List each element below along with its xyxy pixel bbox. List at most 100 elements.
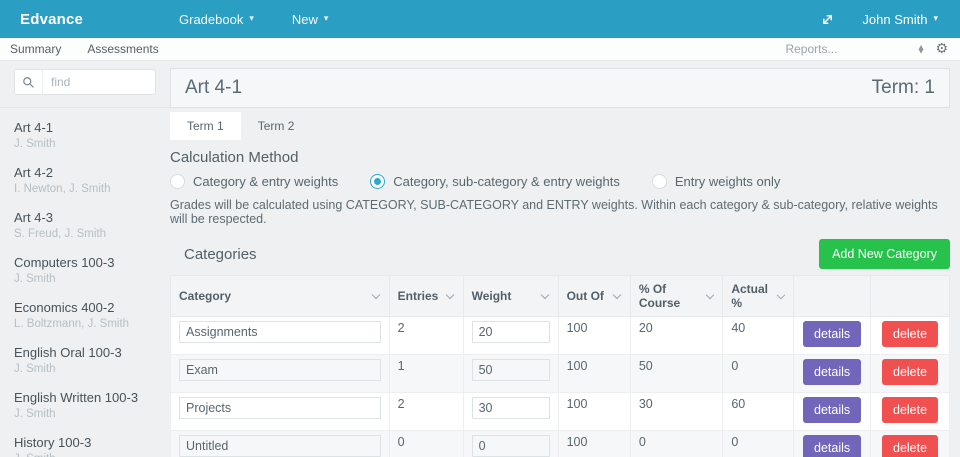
reports-select[interactable]: Reports... ▲ ▼ xyxy=(785,42,923,56)
class-name: English Written 100-3 xyxy=(14,390,139,405)
radio-icon-checked xyxy=(370,174,386,189)
column-header-delete xyxy=(870,275,950,317)
class-list-item[interactable]: Economics 400-2 L. Boltzmann, J. Smith xyxy=(14,300,156,332)
radio-category-subcategory-entry-weights[interactable]: Category, sub-category & entry weights xyxy=(370,174,620,189)
menu-new[interactable]: New ▾ xyxy=(273,0,348,38)
entries-value: 2 xyxy=(388,392,464,431)
add-new-category-button[interactable]: Add New Category xyxy=(819,239,950,269)
select-sorter-icon: ▲ ▼ xyxy=(918,42,924,55)
out-of-value: 100 xyxy=(557,316,631,355)
radio-category-entry-weights[interactable]: Category & entry weights xyxy=(170,174,338,189)
sidebar-divider xyxy=(0,107,170,108)
column-header-actual-pct[interactable]: Actual % xyxy=(722,275,795,317)
course-header: Art 4-1 Term: 1 xyxy=(170,68,950,108)
weight-input[interactable] xyxy=(471,321,550,343)
user-name: John Smith xyxy=(862,11,928,27)
pct-of-course-value: 50 xyxy=(629,354,724,393)
details-button[interactable]: details xyxy=(803,359,862,385)
category-name-input[interactable] xyxy=(179,435,381,457)
class-list-item[interactable]: Art 4-1 J. Smith xyxy=(14,120,156,152)
class-name: History 100-3 xyxy=(14,435,92,450)
table-row: 2 100 20 40 details delete xyxy=(170,316,950,355)
category-name-input[interactable] xyxy=(179,397,381,419)
user-menu[interactable]: John Smith ▾ xyxy=(848,0,960,38)
search-input[interactable] xyxy=(43,70,155,94)
class-list-item[interactable]: Art 4-2 I. Newton, J. Smith xyxy=(14,165,156,197)
delete-button[interactable]: delete xyxy=(882,435,939,457)
column-header-entries[interactable]: Entries xyxy=(388,275,464,317)
search-icon xyxy=(15,70,43,94)
out-of-value: 100 xyxy=(557,430,631,457)
weight-input[interactable] xyxy=(471,435,550,457)
class-teachers: J. Smith xyxy=(14,452,156,457)
actual-pct-value: 0 xyxy=(722,354,795,393)
gear-icon[interactable]: ⚙ xyxy=(935,41,948,57)
class-list-item[interactable]: History 100-3 J. Smith xyxy=(14,435,156,457)
class-teachers: J. Smith xyxy=(14,138,56,150)
chevron-down-icon: ▾ xyxy=(323,14,329,24)
term-indicator: Term: 1 xyxy=(871,77,935,98)
class-teachers: J. Smith xyxy=(14,408,56,420)
details-button[interactable]: details xyxy=(803,397,862,423)
class-list-item[interactable]: English Written 100-3 J. Smith xyxy=(14,390,156,422)
categories-heading: Categories xyxy=(184,245,257,263)
expand-button[interactable] xyxy=(806,0,848,38)
class-name: Art 4-1 xyxy=(14,120,54,135)
actual-pct-value: 0 xyxy=(722,430,795,457)
class-name: Economics 400-2 xyxy=(14,300,115,315)
class-search xyxy=(14,69,156,95)
calculation-options: Category & entry weights Category, sub-c… xyxy=(170,174,950,189)
tab-assessments[interactable]: Assessments xyxy=(87,42,159,56)
sort-chevron-icon xyxy=(445,290,454,299)
delete-button[interactable]: delete xyxy=(882,359,939,385)
delete-button[interactable]: delete xyxy=(882,321,939,347)
class-list-item[interactable]: Computers 100-3 J. Smith xyxy=(14,255,156,287)
column-header-details xyxy=(793,275,872,317)
radio-label: Category & entry weights xyxy=(193,174,339,189)
radio-icon xyxy=(170,174,185,189)
top-nav: Gradebook ▾ New ▾ xyxy=(160,0,347,38)
pct-of-course-value: 30 xyxy=(629,392,724,431)
class-teachers: J. Smith xyxy=(14,273,56,285)
tab-term-1[interactable]: Term 1 xyxy=(170,112,241,140)
column-header-out-of[interactable]: Out Of xyxy=(557,275,631,317)
content-area: Art 4-1 J. Smith Art 4-2 I. Newton, J. S… xyxy=(0,61,960,457)
radio-label: Entry weights only xyxy=(674,174,781,189)
class-teachers: L. Boltzmann, J. Smith xyxy=(14,318,130,330)
weight-input[interactable] xyxy=(471,397,550,419)
sort-chevron-icon xyxy=(371,290,380,299)
table-header-row: Category Entries Weight Out Of % Of Cour xyxy=(170,275,950,317)
categories-table: Category Entries Weight Out Of % Of Cour xyxy=(170,275,950,457)
class-list-item[interactable]: Art 4-3 S. Freud, J. Smith xyxy=(14,210,156,242)
category-name-input[interactable] xyxy=(179,359,381,381)
details-button[interactable]: details xyxy=(803,321,862,347)
pct-of-course-value: 0 xyxy=(629,430,724,457)
radio-entry-weights-only[interactable]: Entry weights only xyxy=(651,174,781,189)
class-name: Art 4-2 xyxy=(14,165,54,180)
secondary-nav: Summary Assessments Reports... ▲ ▼ ⚙ xyxy=(0,38,960,61)
tab-summary[interactable]: Summary xyxy=(10,42,62,56)
page-title: Art 4-1 xyxy=(185,77,243,98)
sidebar: Art 4-1 J. Smith Art 4-2 I. Newton, J. S… xyxy=(0,61,170,457)
column-header-weight[interactable]: Weight xyxy=(462,275,559,317)
column-header-pct-of-course[interactable]: % Of Course xyxy=(629,275,724,317)
chevron-down-icon: ▾ xyxy=(933,14,938,24)
weight-input[interactable] xyxy=(471,359,550,381)
expand-icon xyxy=(820,12,835,27)
category-name-input[interactable] xyxy=(179,321,381,343)
details-button[interactable]: details xyxy=(803,435,862,457)
main-panel: Art 4-1 Term: 1 Term 1 Term 2 Calculatio… xyxy=(170,61,960,457)
menu-gradebook[interactable]: Gradebook ▾ xyxy=(160,0,273,38)
menu-new-label: New xyxy=(291,11,318,27)
brand-logo: Edvance xyxy=(20,10,84,28)
sort-chevron-icon xyxy=(612,290,622,299)
out-of-value: 100 xyxy=(557,392,631,431)
delete-button[interactable]: delete xyxy=(882,397,939,423)
tab-term-2[interactable]: Term 2 xyxy=(257,119,295,133)
column-header-category[interactable]: Category xyxy=(170,275,390,317)
class-list-item[interactable]: English Oral 100-3 J. Smith xyxy=(14,345,156,377)
term-tabs: Term 1 Term 2 xyxy=(170,112,950,140)
radio-label: Category, sub-category & entry weights xyxy=(393,174,620,189)
actual-pct-value: 40 xyxy=(722,316,795,355)
